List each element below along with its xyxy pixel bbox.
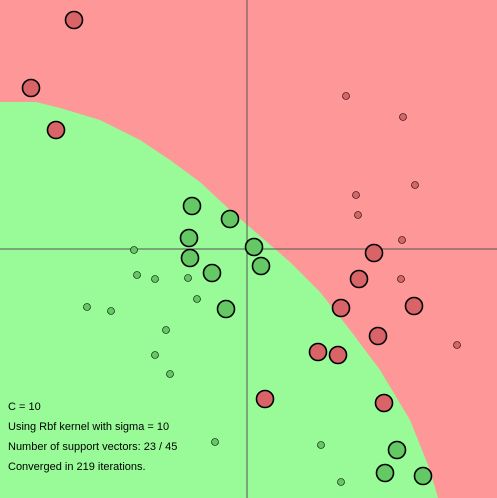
support-vector [413, 466, 433, 486]
data-point [342, 92, 350, 100]
data-point [184, 274, 192, 282]
support-vector [220, 209, 240, 229]
support-vector [331, 298, 351, 318]
support-vector [202, 263, 222, 283]
data-point [453, 341, 461, 349]
support-vector [387, 440, 407, 460]
data-point [83, 303, 91, 311]
support-vector [244, 237, 264, 257]
data-point [151, 351, 159, 359]
data-point [211, 438, 219, 446]
support-vector [64, 10, 84, 30]
support-vector [308, 342, 328, 362]
support-vector [46, 120, 66, 140]
support-vector [404, 296, 424, 316]
data-point [317, 441, 325, 449]
support-vector [216, 299, 236, 319]
support-vector [179, 228, 199, 248]
annotation: Using Rbf kernel with sigma = 10 [8, 421, 169, 433]
data-point [411, 181, 419, 189]
data-point [107, 307, 115, 315]
annotation: Converged in 219 iterations. [8, 461, 146, 473]
support-vector [21, 78, 41, 98]
data-point [354, 211, 362, 219]
annotation: Number of support vectors: 23 / 45 [8, 441, 177, 453]
support-vector [180, 248, 200, 268]
negative-region [0, 102, 438, 498]
data-point [130, 246, 138, 254]
annotation: C = 10 [8, 401, 41, 413]
support-vector [328, 345, 348, 365]
support-vector [374, 393, 394, 413]
support-vector [251, 256, 271, 276]
support-vector [349, 269, 369, 289]
data-point [193, 295, 201, 303]
data-point [399, 113, 407, 121]
support-vector [375, 463, 395, 483]
data-point [166, 370, 174, 378]
data-point [337, 478, 345, 486]
data-point [352, 191, 360, 199]
data-point [133, 271, 141, 279]
support-vector [368, 326, 388, 346]
data-point [151, 275, 159, 283]
data-point [397, 275, 405, 283]
data-point [162, 326, 170, 334]
data-point [398, 236, 406, 244]
support-vector [364, 243, 384, 263]
support-vector [255, 389, 275, 409]
support-vector [182, 196, 202, 216]
